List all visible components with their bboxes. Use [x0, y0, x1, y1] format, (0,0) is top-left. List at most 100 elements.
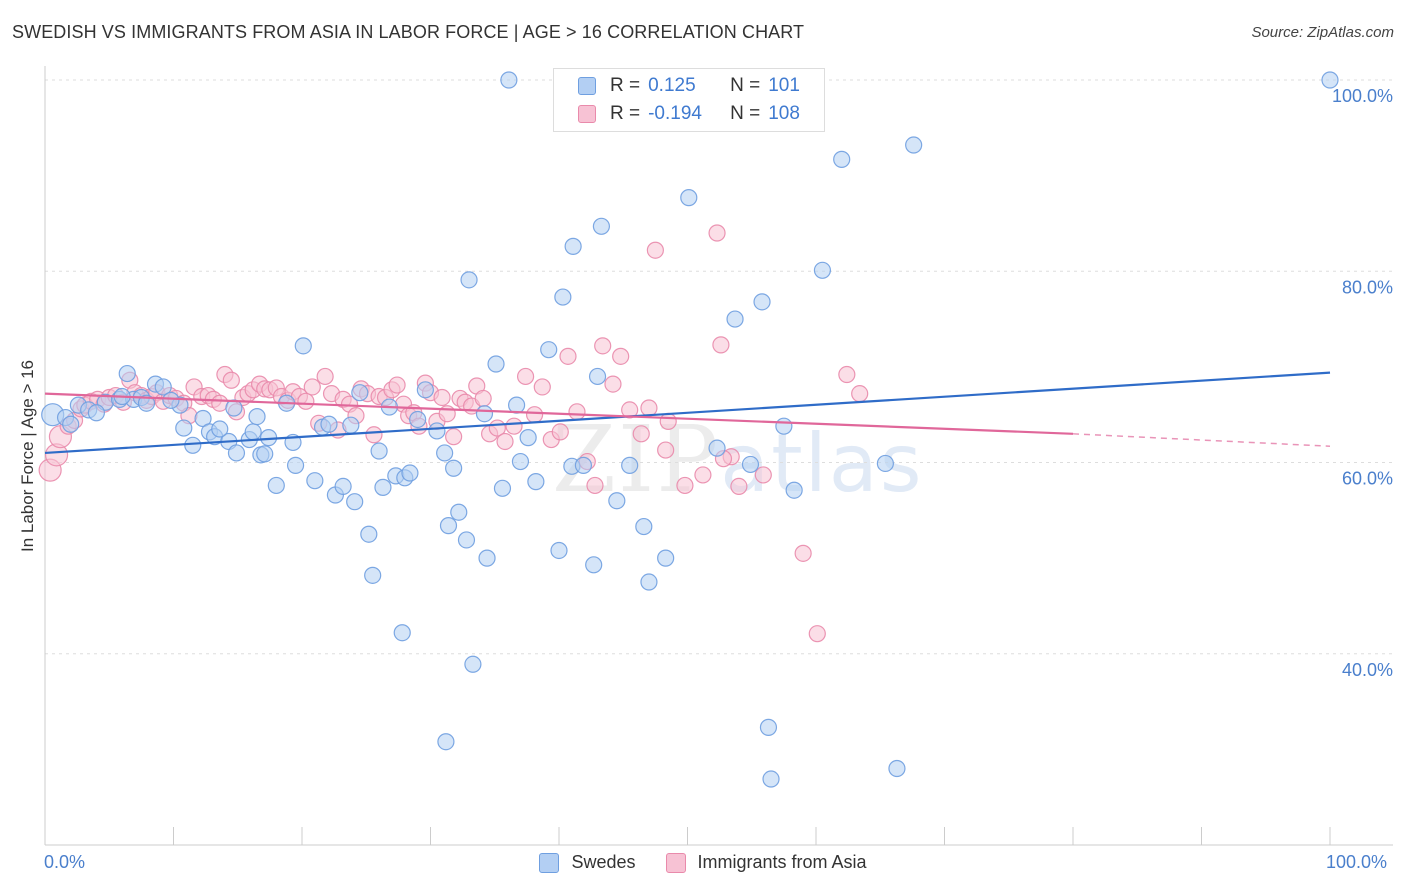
asia-point [559, 347, 577, 365]
asia-point [676, 476, 694, 495]
legend-label-swedes: Swedes [571, 852, 636, 872]
swedes-point [306, 472, 324, 490]
n-value-swedes: 101 [768, 75, 800, 96]
swedes-point [741, 455, 760, 474]
swedes-point [374, 478, 392, 496]
asia-swatch [578, 105, 596, 123]
swedes-point [813, 261, 832, 279]
asia-point [568, 403, 586, 421]
asia-point [388, 376, 406, 394]
swedes-point [708, 439, 726, 457]
asia-point [551, 423, 569, 441]
legend-item-swedes[interactable]: Swedes [539, 852, 636, 873]
asia-point [222, 371, 240, 389]
swedes-point [574, 456, 593, 474]
asia-point [808, 625, 826, 643]
legend-label-asia: Immigrants from Asia [697, 852, 867, 872]
swedes-point [888, 759, 906, 778]
r-value-asia: -0.194 [648, 103, 702, 124]
asia-point [586, 476, 604, 495]
asia-point [604, 375, 622, 393]
swedes-point [87, 404, 106, 422]
swedes-trend-line [44, 371, 1331, 455]
asia-point [316, 367, 334, 386]
swedes-point [493, 479, 512, 497]
swedes-point [360, 525, 378, 543]
swedes-point [439, 517, 458, 535]
y-tick-label: 80.0% [1342, 277, 1393, 297]
n-value-asia: 108 [768, 103, 800, 124]
swedes-point [445, 459, 463, 477]
asia-trend-line [44, 392, 1074, 435]
asia-point [694, 466, 712, 484]
swedes-point [540, 341, 558, 359]
swedes-point [592, 217, 611, 235]
swedes-point [876, 454, 894, 473]
asia-point [659, 412, 677, 430]
swedes-point [351, 384, 369, 402]
swedes-point [227, 444, 246, 462]
swedes-point [460, 271, 478, 289]
asia-point [365, 426, 383, 444]
asia-point [505, 417, 523, 435]
swedes-point [1321, 71, 1339, 89]
asia-point [657, 441, 675, 459]
swedes-point [640, 573, 658, 591]
swedes-point [409, 410, 427, 429]
asia-point [838, 365, 856, 384]
y-tick-label: 60.0% [1342, 469, 1393, 489]
asia-point [646, 241, 664, 259]
r-label: R = [610, 103, 641, 124]
swedes-point [342, 416, 360, 434]
r-value-swedes: 0.125 [648, 75, 696, 96]
swedes-point [416, 381, 434, 399]
r-label: R = [610, 75, 641, 96]
legend-item-asia[interactable]: Immigrants from Asia [665, 852, 867, 873]
asia-point [794, 544, 812, 562]
swedes-point [905, 136, 923, 154]
asia-point [640, 399, 658, 417]
swedes-point [762, 770, 780, 788]
swedes-point [393, 624, 411, 642]
swedes-point [507, 396, 526, 414]
swedes-point [162, 391, 180, 409]
swedes-point [635, 517, 653, 536]
swedes-point [267, 476, 285, 495]
asia-point [621, 401, 639, 419]
legend-row-asia: R = -0.194 N = 108 [578, 101, 800, 127]
asia-point [533, 378, 551, 396]
swedes-point [62, 415, 80, 433]
swedes-point [175, 419, 193, 437]
swedes-point [346, 493, 364, 511]
swedes-point [248, 408, 266, 426]
legend-row-swedes: R = 0.125 N = 101 [578, 73, 800, 99]
swedes-point [585, 556, 603, 574]
asia-point [594, 337, 612, 355]
swedes-point [211, 420, 229, 438]
swedes-point [225, 399, 243, 417]
asia-legend-swatch [665, 852, 686, 873]
swedes-legend-swatch [539, 852, 560, 873]
asia-point [433, 388, 451, 407]
swedes-point [511, 452, 530, 471]
swedes-point [680, 189, 698, 207]
swedes-point [436, 444, 454, 462]
swedes-point [785, 481, 803, 499]
swedes-point [364, 566, 382, 584]
swedes-point [527, 473, 545, 491]
x-tick-label-max: 100.0% [1326, 852, 1388, 872]
swedes-point [833, 150, 851, 168]
asia-point [712, 336, 730, 354]
correlation-legend: R = 0.125 N = 101 R = -0.194 N = 108 [553, 68, 825, 132]
y-tick-label: 40.0% [1342, 660, 1393, 680]
swedes-point [370, 442, 388, 460]
swedes-point [519, 429, 537, 447]
series-legend: Swedes Immigrants from Asia [0, 852, 1406, 873]
asia-point [708, 224, 726, 242]
swedes-point [759, 718, 778, 736]
swedes-point [775, 417, 793, 435]
swedes-point [726, 310, 744, 328]
swedes-point [256, 445, 274, 463]
swedes-point [657, 549, 675, 567]
